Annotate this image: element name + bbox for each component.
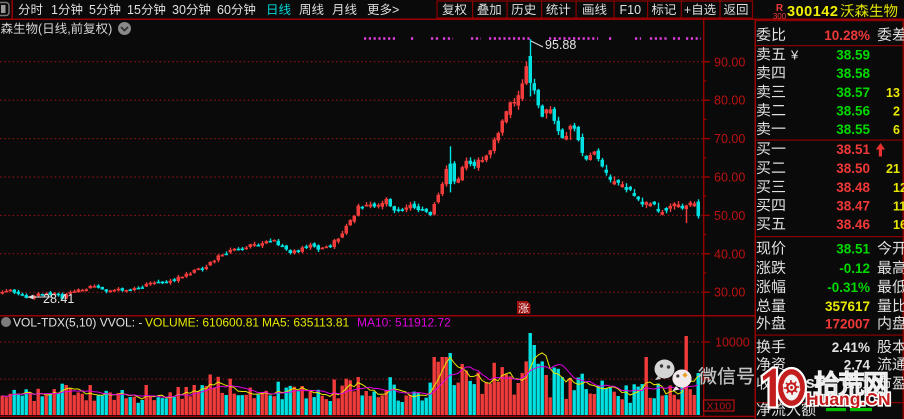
- svg-text:12: 12: [893, 181, 904, 195]
- svg-text:28.41: 28.41: [43, 292, 74, 306]
- svg-text:30: 30: [172, 3, 186, 17]
- svg-text:5: 5: [89, 3, 96, 17]
- svg-text:50.00: 50.00: [714, 209, 745, 223]
- svg-text:38.48: 38.48: [836, 180, 870, 195]
- svg-text:>: >: [392, 3, 399, 17]
- svg-text:MA5: 635113.81: MA5: 635113.81: [262, 316, 350, 330]
- svg-text:X100: X100: [707, 401, 732, 413]
- svg-text:38.58: 38.58: [836, 66, 870, 81]
- svg-text:60.00: 60.00: [714, 171, 745, 185]
- svg-text:38.57: 38.57: [836, 85, 870, 100]
- svg-text:60: 60: [217, 3, 231, 17]
- svg-text:38.47: 38.47: [836, 199, 870, 214]
- svg-text:16: 16: [893, 218, 904, 232]
- svg-text:F10: F10: [620, 3, 642, 17]
- svg-text:6: 6: [893, 123, 900, 137]
- svg-text:VOL-TDX(5,10) VVOL: -: VOL-TDX(5,10) VVOL: -: [13, 316, 142, 330]
- svg-text:38.55: 38.55: [836, 122, 870, 137]
- svg-text:40.00: 40.00: [714, 247, 745, 261]
- svg-text:300: 300: [773, 12, 787, 21]
- svg-text:38.50: 38.50: [836, 161, 870, 176]
- svg-text:11: 11: [893, 200, 904, 214]
- svg-text:30.00: 30.00: [714, 286, 745, 300]
- svg-text:70.00: 70.00: [714, 132, 745, 146]
- svg-text:21: 21: [886, 162, 900, 176]
- svg-text:300142: 300142: [787, 4, 838, 20]
- svg-text:MA10: 511912.72: MA10: 511912.72: [357, 316, 451, 330]
- svg-text:-0.12: -0.12: [839, 261, 870, 276]
- svg-text:VOLUME: 610600.81: VOLUME: 610600.81: [145, 316, 259, 330]
- svg-text:2.41%: 2.41%: [832, 340, 870, 355]
- svg-text:10000: 10000: [715, 336, 750, 350]
- svg-text:-0.31%: -0.31%: [827, 280, 870, 295]
- svg-text:38.51: 38.51: [836, 142, 870, 157]
- svg-text:172007: 172007: [825, 317, 870, 332]
- svg-text:(: (: [38, 22, 43, 36]
- svg-text:357617: 357617: [825, 299, 870, 314]
- svg-text:90.00: 90.00: [714, 55, 745, 69]
- svg-text:38.59: 38.59: [836, 48, 870, 63]
- svg-text:R: R: [776, 3, 784, 14]
- svg-text:10.28%: 10.28%: [824, 28, 870, 43]
- svg-text:38.56: 38.56: [836, 104, 870, 119]
- svg-text:,: ,: [67, 22, 70, 36]
- svg-text:+: +: [684, 3, 691, 17]
- svg-text:38.51: 38.51: [836, 242, 870, 257]
- svg-text:2: 2: [893, 105, 900, 119]
- svg-text:2.74: 2.74: [844, 358, 871, 373]
- svg-text:1: 1: [51, 3, 58, 17]
- svg-text:38.46: 38.46: [836, 217, 870, 232]
- svg-text:13: 13: [886, 86, 900, 100]
- svg-text:15: 15: [127, 3, 141, 17]
- svg-text:95.88: 95.88: [545, 38, 576, 52]
- svg-text:¥: ¥: [790, 48, 799, 63]
- svg-text:): ): [108, 22, 112, 36]
- svg-text:80.00: 80.00: [714, 94, 745, 108]
